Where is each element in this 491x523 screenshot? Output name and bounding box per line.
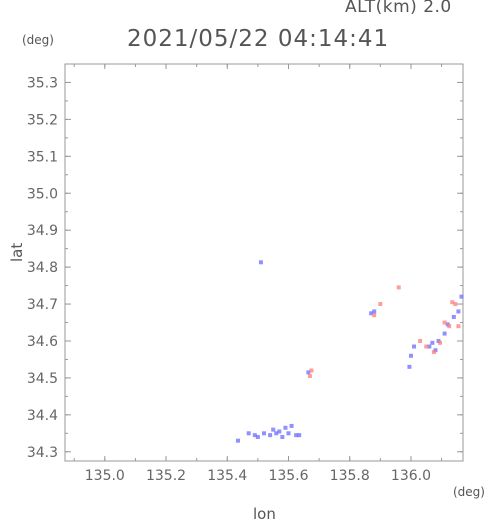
x-unit-label: (deg) <box>453 485 485 499</box>
y-tick-label: 35.0 <box>27 186 58 202</box>
y-tick-label: 34.6 <box>27 334 58 350</box>
data-point <box>408 353 413 358</box>
plot-frame <box>64 63 464 462</box>
data-points <box>235 260 464 443</box>
x-tick-label: 135.2 <box>146 468 186 484</box>
data-point <box>438 340 443 345</box>
data-point <box>286 431 291 436</box>
y-tick-label: 34.9 <box>27 223 58 239</box>
data-point <box>309 368 314 373</box>
data-point <box>450 300 455 305</box>
data-point <box>246 431 251 436</box>
data-point <box>255 434 260 439</box>
data-point <box>447 324 452 329</box>
axis-tick-labels: 135.0 135.2 135.4 135.6 135.8 136.0 34.3 34.4 34… <box>27 75 431 484</box>
y-tick-label: 34.5 <box>27 371 58 387</box>
data-point <box>274 431 279 436</box>
y-tick-label: 35.1 <box>27 149 58 165</box>
data-point <box>280 434 285 439</box>
data-point <box>424 344 429 349</box>
x-tick-label: 135.4 <box>207 468 247 484</box>
altitude-label: ALT(km) 2.0 <box>345 0 452 17</box>
data-point <box>456 309 461 314</box>
data-point <box>372 313 377 318</box>
data-point <box>412 344 417 349</box>
x-axis-label: lon <box>253 505 276 523</box>
data-point <box>258 260 263 265</box>
data-point <box>369 311 374 316</box>
data-point <box>306 370 311 375</box>
y-tick-label: 34.3 <box>27 445 58 461</box>
data-point <box>451 314 456 319</box>
data-point <box>453 302 458 307</box>
data-point <box>442 320 447 325</box>
data-point <box>456 324 461 329</box>
data-point <box>431 350 436 355</box>
x-tick-label: 136.0 <box>391 468 431 484</box>
y-unit-label: (deg) <box>22 33 54 47</box>
data-point <box>289 423 294 428</box>
data-point <box>297 433 302 438</box>
y-tick-label: 34.4 <box>27 408 58 424</box>
data-point <box>283 425 288 430</box>
data-point <box>442 331 447 336</box>
timestamp-title: 2021/05/22 04:14:41 <box>127 26 390 52</box>
data-point <box>307 374 312 379</box>
data-point <box>396 285 401 290</box>
data-point <box>294 433 299 438</box>
axis-ticks <box>65 64 463 461</box>
y-tick-label: 35.2 <box>27 112 58 128</box>
x-tick-label: 135.8 <box>330 468 370 484</box>
data-point <box>268 433 273 438</box>
data-point <box>378 302 383 307</box>
x-tick-label: 135.0 <box>85 468 125 484</box>
data-point <box>271 427 276 432</box>
data-point <box>427 344 432 349</box>
data-point <box>407 364 412 369</box>
data-point <box>252 433 257 438</box>
data-point <box>430 340 435 345</box>
y-tick-label: 35.3 <box>27 75 58 91</box>
data-point <box>459 294 464 299</box>
y-tick-label: 34.7 <box>27 297 58 313</box>
data-point <box>277 429 282 434</box>
x-tick-label: 135.6 <box>268 468 308 484</box>
data-point <box>418 338 423 343</box>
y-tick-label: 34.8 <box>27 260 58 276</box>
data-point <box>262 431 266 436</box>
data-point <box>372 309 377 314</box>
data-point <box>235 438 240 443</box>
